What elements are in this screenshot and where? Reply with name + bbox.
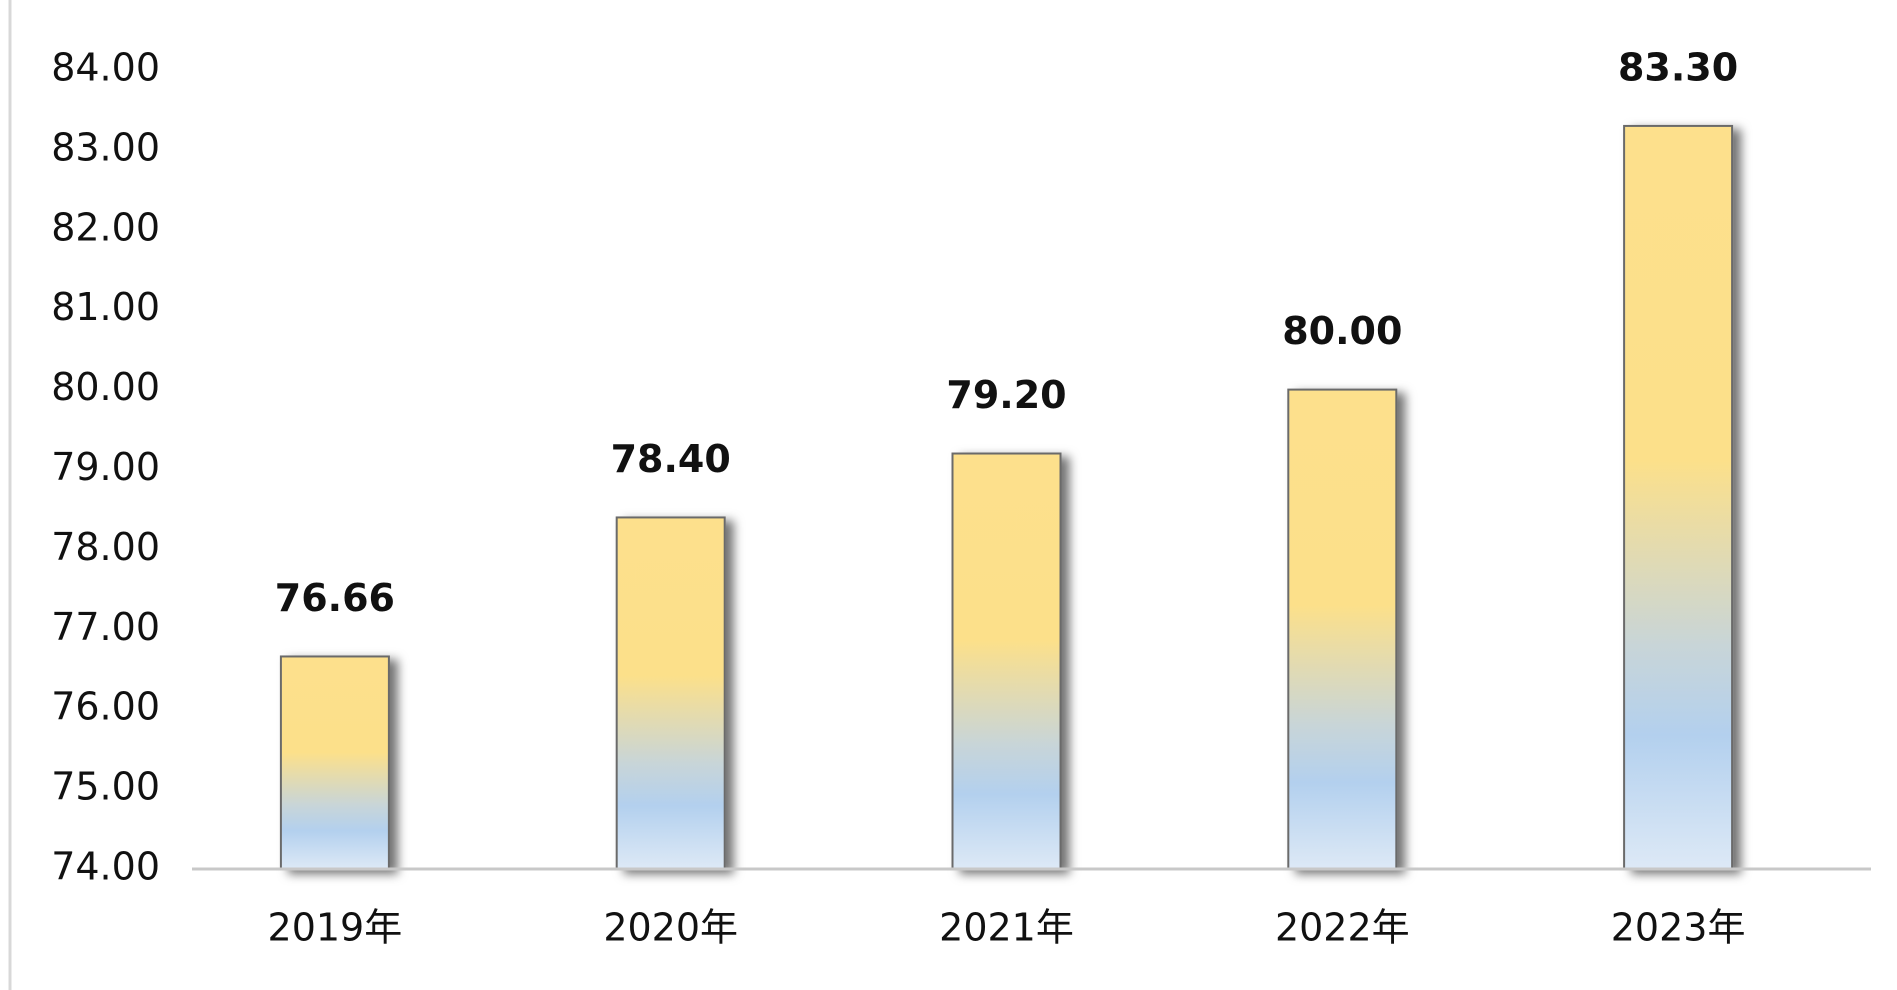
x-tick-label: 2021年 <box>939 906 1074 950</box>
x-tick-label: 2019年 <box>268 906 403 950</box>
y-tick-label: 83.00 <box>51 125 160 169</box>
value-label: 79.20 <box>946 373 1066 417</box>
y-tick-label: 75.00 <box>51 765 160 809</box>
y-tick-label: 82.00 <box>51 205 160 249</box>
y-tick-label: 81.00 <box>51 285 160 329</box>
value-label: 76.66 <box>275 576 395 620</box>
y-tick-label: 74.00 <box>51 845 160 889</box>
bar <box>279 655 390 870</box>
y-tick-label: 84.00 <box>51 46 160 90</box>
y-tick-label: 79.00 <box>51 445 160 489</box>
y-tick-label: 80.00 <box>51 365 160 409</box>
y-tick-label: 78.00 <box>51 525 160 569</box>
x-tick-label: 2020年 <box>603 906 738 950</box>
bar <box>615 516 726 870</box>
y-tick-label: 77.00 <box>51 605 160 649</box>
bar <box>1287 388 1398 870</box>
bar <box>1623 124 1734 871</box>
x-tick-label: 2022年 <box>1275 906 1410 950</box>
bar <box>951 452 1062 870</box>
value-label: 83.30 <box>1618 45 1738 89</box>
x-tick-label: 2023年 <box>1611 906 1746 950</box>
value-label: 80.00 <box>1282 309 1402 353</box>
y-tick-label: 76.00 <box>51 685 160 729</box>
value-label: 78.40 <box>611 437 731 481</box>
